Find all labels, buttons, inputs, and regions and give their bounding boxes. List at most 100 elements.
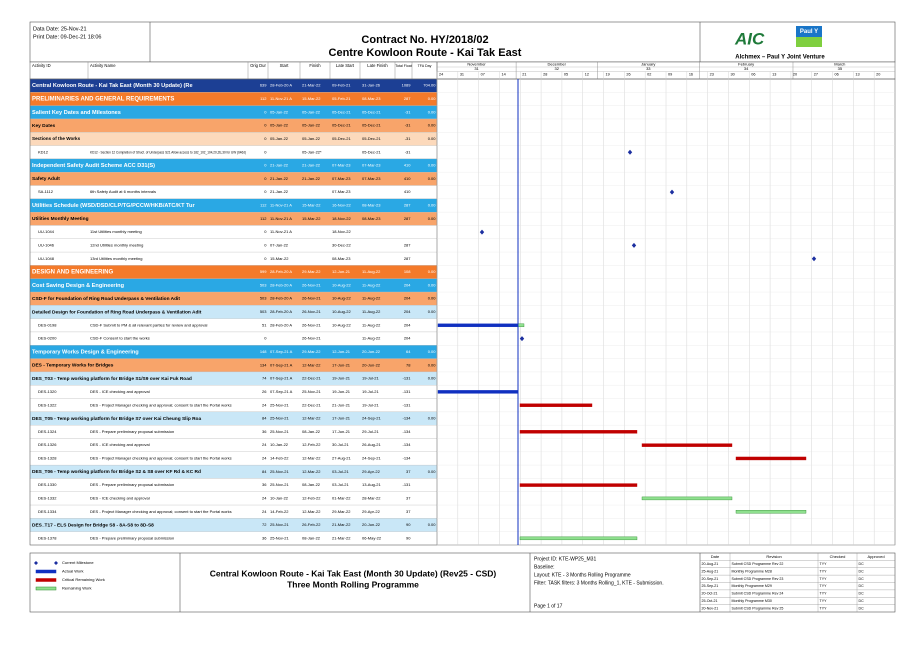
revision-cell: DC [859, 584, 865, 588]
cell-value: 148 [260, 349, 267, 354]
cell-value: 24 [262, 442, 267, 447]
logo-badge [796, 26, 822, 37]
cell-value: -31 [405, 123, 412, 128]
cell-value: 28-Mar-22 [362, 495, 381, 500]
cell-value: 0.00 [428, 349, 437, 354]
cell-value: 10-Aug-22 [332, 322, 351, 327]
cell-value: 37 [406, 509, 411, 514]
month-label: December [547, 62, 566, 67]
cell-value: 28-Feb-20 A [270, 296, 292, 301]
cell-value: 26-Aug-21 [362, 442, 381, 447]
cell-value: 0.00 [428, 296, 437, 301]
revision-header: Date [711, 554, 720, 559]
activity-id: DES-1330 [38, 482, 57, 487]
cell-value: 0 [264, 123, 267, 128]
footer-title: Central Kowloon Route - Kai Tak East (Mo… [210, 568, 497, 578]
cell-value: 25-Nov-21 [270, 429, 289, 434]
revision-cell: 20-Sep-21 [702, 577, 719, 581]
cell-value: 19-Jun-21 [332, 376, 351, 381]
cell-value: 10-Jan-22 [270, 442, 289, 447]
cell-value: 28-Feb-20 A [270, 269, 292, 274]
column-header: Orig Dur [250, 63, 266, 68]
footer-content: Current Milestone Actual Work Critical Rem… [34, 553, 895, 612]
cell-value: 24-Sep-21 [362, 456, 381, 461]
cell-value: 204 [404, 322, 411, 327]
cell-value: 204 [404, 336, 411, 341]
cell-value: 78 [406, 362, 411, 367]
cell-value: 17-Jun-21 [332, 362, 351, 367]
cell-value: 1089 [402, 83, 412, 88]
cell-value: -31 [405, 109, 412, 114]
cell-value: 503 [260, 296, 267, 301]
cell-value: 07-Jan-22 [270, 242, 289, 247]
column-header: Late Finish [367, 63, 388, 68]
group-name: DESIGN AND ENGINEERING [32, 270, 113, 276]
legend-symbol [34, 561, 38, 565]
cell-value: 18-Nov-22 [332, 216, 351, 221]
cell-value: 07-Sep-21 A [270, 376, 293, 381]
cell-value: 29-Apr-22 [362, 509, 381, 514]
cell-value: 07-Sep-21 A [270, 362, 293, 367]
cell-value: 84 [262, 416, 267, 421]
cell-value: 204 [404, 282, 411, 287]
group-name: Cost Saving Design & Engineering [32, 283, 125, 289]
critical-work-bar [519, 430, 638, 434]
day-label: 19 [606, 73, 610, 77]
cell-value: 19-Jul-21 [362, 402, 379, 407]
cell-value: 26-Nov-21 [302, 282, 321, 287]
schedule-table: Activity ID Activity Name Orig Dur Start Fin… [29, 61, 896, 546]
day-label: 06 [835, 73, 839, 77]
cell-value: 10-Jan-22 [270, 495, 289, 500]
column-header: Activity Name [90, 63, 116, 68]
activity-name: DES - Prepare preliminary proposal submi… [90, 429, 174, 434]
day-label: 26 [626, 73, 630, 77]
cell-value: 28-Feb-20 A [270, 322, 292, 327]
revision-cell: Submit CSD Programme Rev 24 [732, 592, 784, 596]
cell-value: 204 [404, 296, 411, 301]
cell-value: 05-Jan-22 [302, 109, 321, 114]
legend-symbol [35, 569, 57, 574]
revision-cell: DC [859, 599, 865, 603]
activity-name: DES - Project Manager checking and appro… [90, 456, 232, 461]
data-date: Data Date: 25-Nov-21 [33, 26, 87, 32]
milestone [811, 256, 817, 262]
cell-value: 21-Jun-21 [332, 402, 351, 407]
cell-value: 27-Aug-21 [332, 456, 351, 461]
milestone [479, 229, 485, 235]
week-label: 34 [744, 66, 749, 71]
day-label: 13 [855, 73, 859, 77]
revision-cell: DC [859, 569, 865, 573]
cell-value: 0.00 [428, 216, 437, 221]
cell-value: 29-Jul-21 [362, 429, 379, 434]
month-label: March [834, 62, 845, 67]
cell-value: 287 [404, 216, 411, 221]
footer-subtitle: Three Month Rolling Programme [287, 579, 419, 589]
revision-cell: TYY [820, 584, 828, 588]
cell-value: 26-Nov-21 [302, 296, 321, 301]
activity-id: DES-0198 [38, 322, 57, 327]
cell-value: -131 [402, 402, 411, 407]
revision-header: Checked [830, 554, 846, 559]
cell-value: 13-Aug-21 [362, 482, 381, 487]
cell-value: 0.00 [428, 176, 437, 181]
milestone [519, 336, 525, 342]
cell-value: 07-Mar-23 [332, 176, 351, 181]
cell-value: 06-May-22 [362, 535, 382, 540]
cell-value: 19-Jul-21 [362, 389, 379, 394]
cell-value: 31-Jan-26 [362, 83, 381, 88]
revision-cell: Monthly Programme M28 [732, 569, 772, 573]
cell-value: 64 [406, 349, 411, 354]
cell-value: 22-Dec-21 [302, 402, 321, 407]
group-name: Salient Key Dates and Milestones [32, 110, 121, 116]
cell-value: 11-Aug-22 [362, 322, 381, 327]
cell-value: 287 [404, 242, 411, 247]
cell-value: 0.00 [428, 376, 437, 381]
cell-value: 05-Feb-21 [332, 96, 351, 101]
group-name: Independent Safety Audit Scheme ACC D31(… [32, 163, 155, 169]
cell-value: 10-Aug-22 [332, 282, 351, 287]
cell-value: -134 [402, 416, 411, 421]
cell-value: 19-Jun-21 [332, 389, 351, 394]
cell-value: 26-Feb-22 [302, 522, 321, 527]
month-label: January [641, 62, 655, 67]
cell-value: 108 [404, 269, 411, 274]
